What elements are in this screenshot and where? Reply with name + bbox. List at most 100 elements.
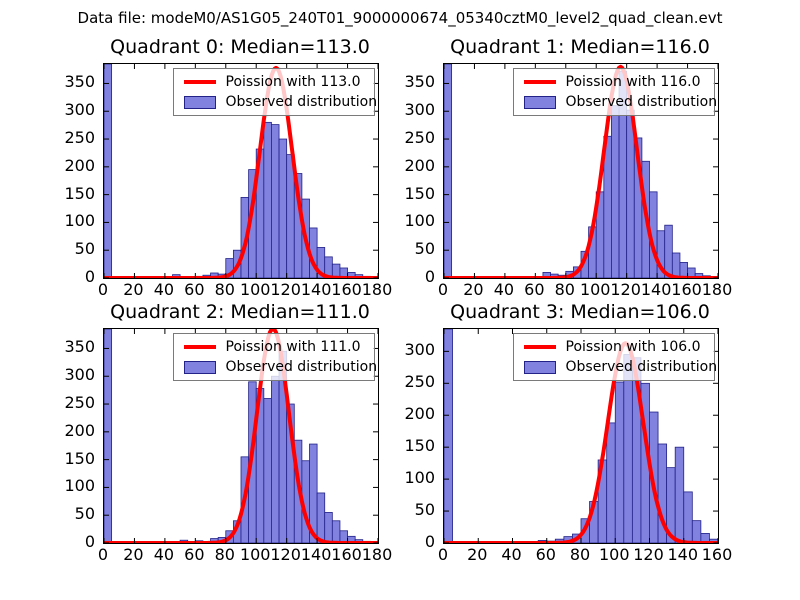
subplot-title: Quadrant 1: Median=116.0: [450, 36, 710, 58]
histogram-svg: [444, 64, 718, 278]
legend-line-swatch: [523, 345, 556, 349]
legend-row-observed: Observed distribution: [523, 94, 717, 110]
histogram-svg: [104, 64, 378, 278]
legend-line-swatch: [183, 345, 216, 349]
y-tick-label: 100: [64, 476, 95, 496]
legend: Poission with 106.0 Observed distributio…: [512, 333, 717, 381]
axis-ticks: [104, 64, 378, 278]
legend-patch-label: Observed distribution: [565, 359, 718, 375]
y-tick-label: 350: [64, 72, 95, 92]
y-tick-label: 350: [64, 337, 95, 357]
legend: Poission with 116.0 Observed distributio…: [512, 68, 717, 116]
x-tick-label: 160: [701, 545, 733, 564]
legend-line-label: Poission with 106.0: [565, 339, 701, 355]
x-tick-label: 100: [239, 280, 271, 299]
x-tick-label: 180: [361, 545, 393, 564]
legend-line-label: Poission with 116.0: [565, 74, 701, 90]
legend-row-fit: Poission with 111.0: [183, 339, 369, 355]
x-tick-label: 120: [633, 545, 664, 564]
legend-patch-swatch: [523, 360, 556, 374]
x-tick-label: 100: [579, 280, 611, 299]
x-tick-label: 160: [331, 545, 362, 564]
y-tick-label: 150: [404, 436, 435, 456]
y-tick-label: 150: [64, 183, 95, 203]
x-tick-label: 120: [610, 280, 641, 299]
y-tick-label: 100: [404, 211, 435, 231]
x-tick-label: 100: [598, 545, 630, 564]
x-tick-label: 80: [214, 280, 235, 299]
x-tick-label: 180: [701, 280, 733, 299]
subplot-quadrant-1: Quadrant 1: Median=116.0 Poission with 1…: [404, 36, 732, 299]
histogram-svg: [104, 329, 378, 543]
plot-area: Poission with 113.0 Observed distributio…: [103, 63, 379, 279]
y-tick-label: 300: [64, 100, 95, 120]
y-tick-label: 250: [64, 393, 95, 413]
y-tick-label: 0: [424, 532, 435, 551]
y-tick-label: 250: [404, 372, 435, 392]
y-tick-label: 300: [64, 365, 95, 385]
x-tick-label: 20: [463, 280, 484, 299]
y-tick-label: 150: [404, 183, 435, 203]
subplot-title: Quadrant 3: Median=106.0: [450, 301, 710, 323]
y-tick-label: 100: [64, 211, 95, 231]
x-tick-label: 40: [493, 280, 515, 299]
y-tick-label: 150: [64, 448, 95, 468]
legend-line-label: Poission with 111.0: [225, 339, 361, 355]
x-tick-label: 40: [153, 280, 175, 299]
legend-line-swatch: [183, 80, 216, 84]
y-tick-label: 0: [84, 532, 95, 551]
x-tick-label: 40: [153, 545, 175, 564]
x-tick-label: 20: [123, 545, 144, 564]
x-tick-label: 180: [361, 280, 393, 299]
subplot-quadrant-2: Quadrant 2: Median=111.0 Poission with 1…: [64, 301, 392, 564]
y-tick-label: 0: [84, 267, 95, 286]
y-tick-label: 50: [414, 500, 435, 520]
legend-row-observed: Observed distribution: [183, 94, 377, 110]
x-tick-label: 140: [300, 545, 332, 564]
legend-row-observed: Observed distribution: [523, 359, 717, 375]
y-tick-label: 350: [404, 72, 435, 92]
legend-row-observed: Observed distribution: [183, 359, 377, 375]
plot-area: Poission with 106.0 Observed distributio…: [443, 328, 719, 544]
y-tick-label: 250: [64, 128, 95, 148]
fit-curve: [444, 64, 718, 278]
legend-patch-swatch: [523, 95, 556, 109]
x-tick-label: 80: [569, 545, 591, 564]
legend-patch-label: Observed distribution: [225, 94, 378, 110]
x-tick-label: 100: [239, 545, 271, 564]
x-tick-label: 0: [437, 545, 449, 564]
y-tick-label: 50: [74, 239, 95, 259]
figure-title: Data file: modeM0/AS1G05_240T01_90000006…: [77, 9, 723, 27]
x-tick-label: 120: [270, 545, 301, 564]
legend-row-fit: Poission with 113.0: [183, 74, 369, 90]
legend-line-label: Poission with 113.0: [225, 74, 361, 90]
legend: Poission with 113.0 Observed distributio…: [172, 68, 377, 116]
x-tick-label: 80: [214, 545, 235, 564]
x-tick-label: 140: [300, 280, 332, 299]
fit-curve: [104, 329, 378, 543]
x-tick-label: 0: [97, 280, 109, 299]
x-tick-label: 60: [535, 545, 556, 564]
fit-curve: [104, 65, 378, 278]
x-tick-label: 140: [667, 545, 699, 564]
x-tick-label: 120: [270, 280, 301, 299]
legend-row-fit: Poission with 116.0: [523, 74, 709, 90]
subplot-quadrant-0: Quadrant 0: Median=113.0 Poission with 1…: [64, 36, 392, 299]
y-tick-label: 50: [414, 239, 435, 259]
legend-row-fit: Poission with 106.0: [523, 339, 709, 355]
x-tick-label: 160: [331, 280, 362, 299]
subplot-quadrant-3: Quadrant 3: Median=106.0 Poission with 1…: [404, 301, 732, 564]
y-tick-label: 200: [404, 404, 435, 424]
plot-area: Poission with 116.0 Observed distributio…: [443, 63, 719, 279]
x-tick-label: 0: [437, 280, 449, 299]
y-tick-label: 300: [404, 340, 435, 360]
plot-area: Poission with 111.0 Observed distributio…: [103, 328, 379, 544]
subplot-title: Quadrant 0: Median=113.0: [110, 36, 370, 58]
x-tick-label: 80: [554, 280, 575, 299]
legend-patch-swatch: [183, 360, 216, 374]
x-tick-label: 60: [184, 280, 205, 299]
x-tick-label: 40: [501, 545, 522, 564]
y-tick-label: 200: [404, 155, 435, 175]
y-tick-label: 200: [64, 420, 95, 440]
